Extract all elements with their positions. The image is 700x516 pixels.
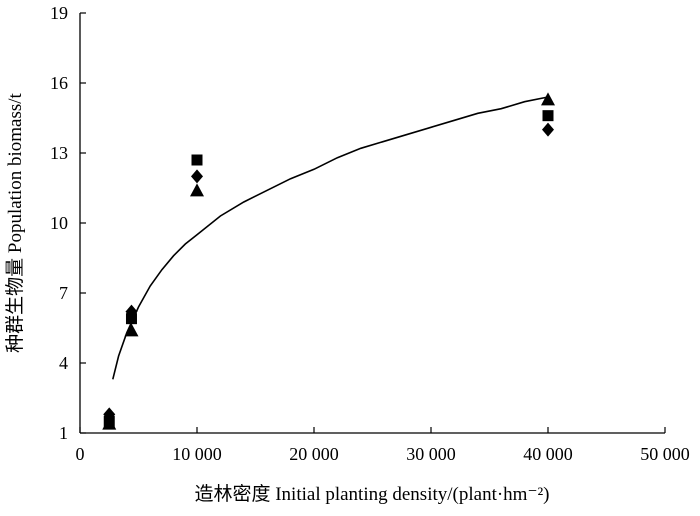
y-tick-label: 13 [50, 143, 68, 163]
x-tick-label: 20 000 [289, 444, 339, 464]
fit-curve-group [112, 96, 549, 380]
diamond-marker [542, 122, 554, 137]
triangle-marker [190, 183, 204, 197]
triangle-marker [541, 92, 555, 106]
y-tick-label: 4 [59, 353, 68, 373]
y-tick-label: 7 [59, 283, 68, 303]
y-tick-label: 1 [59, 423, 68, 443]
x-tick-label: 0 [76, 444, 85, 464]
y-tick-label: 19 [50, 3, 68, 23]
x-axis-label: 造林密度 Initial planting density/(plant·hm⁻… [194, 483, 549, 505]
y-tick-label: 10 [50, 213, 68, 233]
triangle-marker [124, 323, 139, 337]
x-tick-label: 10 000 [172, 444, 222, 464]
square-marker [191, 154, 203, 166]
square-marker [542, 110, 554, 122]
axes [79, 13, 665, 434]
y-tick-label: 16 [50, 73, 68, 93]
square-marker [125, 313, 137, 325]
fit-curve [112, 96, 549, 380]
x-tick-label: 30 000 [406, 444, 456, 464]
y-axis-label: 种群生物量 Population biomass/t [4, 92, 26, 352]
diamond-marker [103, 407, 116, 422]
x-tick-label: 40 000 [523, 444, 573, 464]
x-tick-label: 50 000 [640, 444, 690, 464]
diamond-marker [191, 169, 203, 184]
ticks: 0 10 000 20 000 30 000 40 000 50 000 1 4 7 10 13 16… [50, 3, 690, 464]
data-points [102, 92, 555, 430]
diamond-marker [125, 304, 138, 319]
triangle-marker [102, 416, 117, 430]
